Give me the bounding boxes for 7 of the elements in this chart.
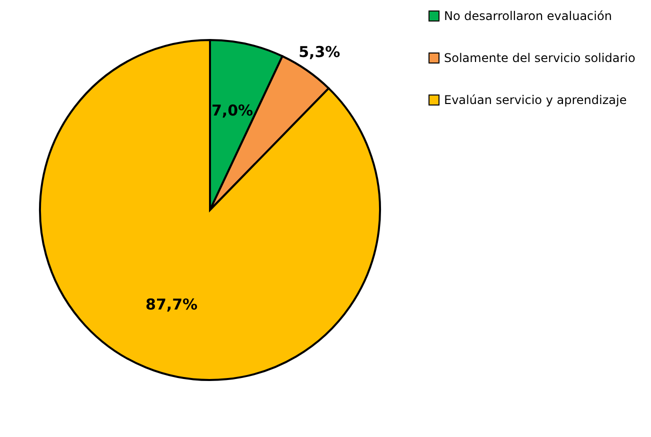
data-label: 5,3% xyxy=(298,43,340,62)
data-label: 87,7% xyxy=(146,295,198,314)
data-label: 7,0% xyxy=(211,101,254,120)
legend-label: Evalúan servicio y aprendizaje xyxy=(444,93,627,107)
pie-slice xyxy=(39,39,381,381)
legend-label: Solamente del servicio solidario xyxy=(444,51,636,65)
legend-label: No desarrollaron evaluación xyxy=(444,9,612,23)
